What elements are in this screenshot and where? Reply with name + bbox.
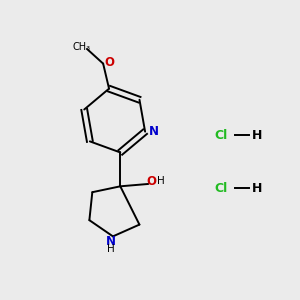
Text: O: O — [105, 56, 115, 69]
Text: O: O — [147, 175, 157, 188]
Text: N: N — [149, 125, 159, 138]
Text: H: H — [107, 244, 114, 254]
Text: H: H — [157, 176, 165, 186]
Text: Cl: Cl — [214, 129, 227, 142]
Text: CH₃: CH₃ — [73, 42, 91, 52]
Text: H: H — [252, 182, 263, 195]
Text: H: H — [252, 129, 263, 142]
Text: N: N — [106, 235, 116, 248]
Text: Cl: Cl — [214, 182, 227, 195]
